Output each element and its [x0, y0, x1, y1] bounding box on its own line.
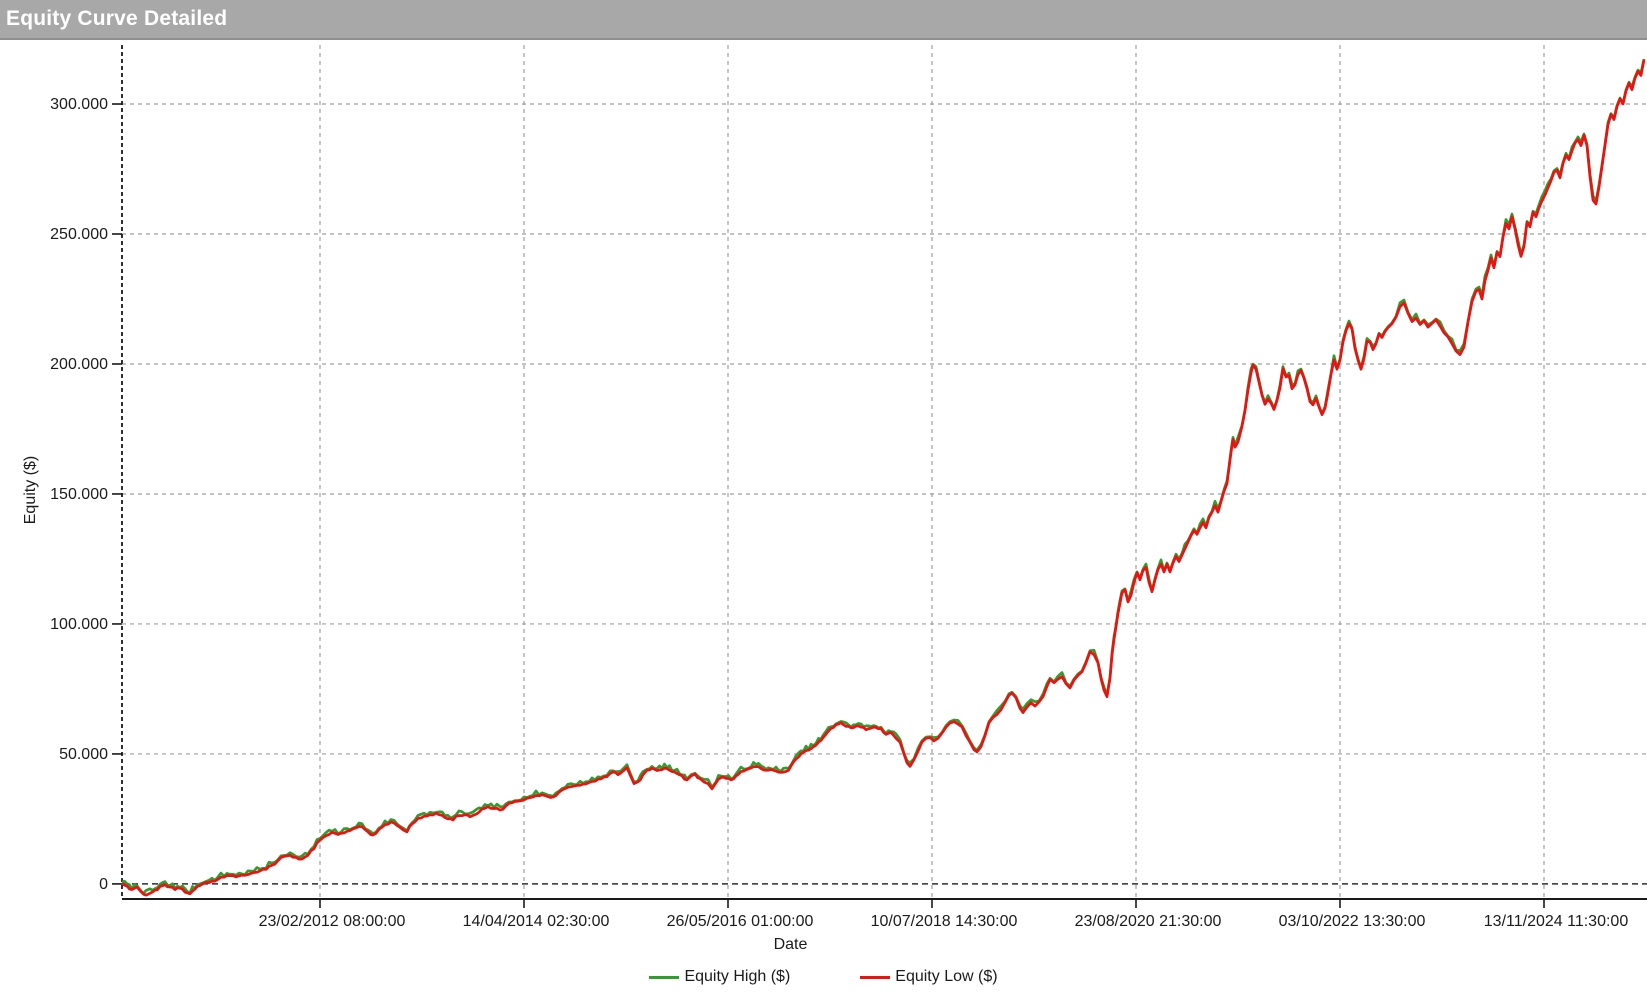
x-tick-label: 14/04/2014 02:30:00	[463, 913, 610, 930]
y-tick-label: 50.000	[59, 746, 108, 763]
equity-low-swatch-icon	[860, 975, 891, 979]
plot-area[interactable]	[122, 45, 1647, 899]
y-tick-label: 0	[99, 876, 108, 893]
y-tick-label: 200.000	[50, 356, 108, 373]
legend: Equity High ($) Equity Low ($)	[0, 968, 1647, 986]
x-tick-label: 26/05/2016 01:00:00	[667, 913, 814, 930]
y-tick-label: 100.000	[50, 616, 108, 633]
x-tick-label: 23/08/2020 21:30:00	[1075, 913, 1222, 930]
y-tick-label: 150.000	[50, 486, 108, 503]
x-axis-title: Date	[773, 936, 808, 953]
y-tick-label: 250.000	[50, 226, 108, 243]
y-tick-label: 300.000	[50, 96, 108, 113]
x-tick-label: 10/07/2018 14:30:00	[871, 913, 1018, 930]
title-bar: Equity Curve Detailed	[0, 0, 1647, 40]
x-tick-label: 03/10/2022 13:30:00	[1279, 913, 1426, 930]
x-tick-label: 13/11/2024 11:30:00	[1484, 913, 1629, 930]
legend-label-equity-low: Equity Low ($)	[895, 968, 998, 985]
legend-item-equity-high: Equity High ($)	[649, 968, 790, 986]
legend-label-equity-high: Equity High ($)	[684, 968, 791, 985]
x-tick-label: 23/02/2012 08:00:00	[259, 913, 406, 930]
legend-item-equity-low: Equity Low ($)	[860, 968, 998, 986]
page-title: Equity Curve Detailed	[6, 7, 228, 30]
equity-high-swatch-icon	[649, 975, 680, 979]
y-axis-title: Equity ($)	[22, 455, 39, 525]
equity-low-line	[122, 59, 1646, 897]
